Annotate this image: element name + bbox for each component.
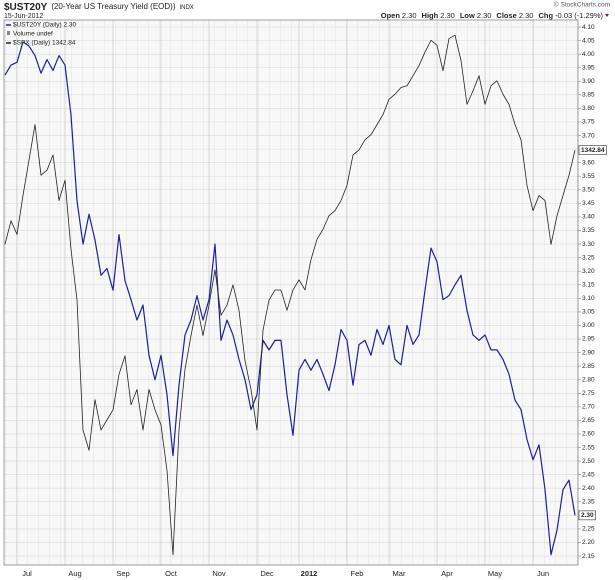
y-tick-label: 3.45 bbox=[582, 200, 595, 207]
y-tick-label: 3.70 bbox=[582, 132, 595, 139]
quote-label: Close bbox=[496, 11, 516, 20]
quote-label: Chg bbox=[538, 11, 553, 20]
quote: Open 2.30 High 2.30 Low 2.30 Close 2.30 Chg -0.03… bbox=[381, 11, 604, 20]
y-tick-label: 2.45 bbox=[582, 471, 595, 478]
y-tick-label: 3.95 bbox=[582, 64, 595, 71]
down-arrow bbox=[605, 14, 609, 17]
y-tick-label: 3.50 bbox=[582, 187, 595, 194]
quote-value: 2.30 bbox=[440, 11, 455, 20]
y-tick-label: 2.40 bbox=[582, 485, 595, 492]
x-tick-label: Feb bbox=[351, 569, 364, 578]
copyright: © StockCharts.com bbox=[554, 1, 610, 9]
x-tick-label: May bbox=[488, 569, 502, 578]
quote-value: 2.30 bbox=[402, 11, 417, 20]
y-tick-label: 3.20 bbox=[582, 268, 595, 275]
y-tick-label: 3.30 bbox=[582, 241, 595, 248]
y-tick-label: 2.95 bbox=[582, 336, 595, 343]
y-tick-label: 2.70 bbox=[582, 404, 595, 411]
quote-label: Low bbox=[460, 11, 475, 20]
y-tick-label: 4.10 bbox=[582, 24, 595, 31]
y-tick-label: 3.60 bbox=[582, 159, 595, 166]
title: (20-Year US Treasury Yield (EOD)) bbox=[51, 2, 176, 11]
y-tick-label: 3.80 bbox=[582, 105, 595, 112]
y-tick-label: 3.90 bbox=[582, 78, 595, 85]
quote-value: 2.30 bbox=[519, 11, 534, 20]
y-tick-label: 3.75 bbox=[582, 119, 595, 126]
y-tick-label: 3.15 bbox=[582, 281, 595, 288]
y-tick-label: 2.60 bbox=[582, 431, 595, 438]
quote-label: Open bbox=[381, 11, 401, 20]
x-tick-label: Dec bbox=[260, 569, 274, 578]
y-tick-label: 2.85 bbox=[582, 363, 595, 370]
quote-value: -0.03 (-1.29%) bbox=[555, 11, 603, 20]
y-tick-label: 3.10 bbox=[582, 295, 595, 302]
y-tick-label: 2.75 bbox=[582, 390, 595, 397]
series-line bbox=[4, 41, 576, 556]
x-tick-label: Aug bbox=[68, 569, 81, 578]
date: 15-Jun-2012 bbox=[4, 13, 43, 20]
y-tick-label: 2.65 bbox=[582, 417, 595, 424]
legend-label: Volume undef bbox=[13, 31, 53, 38]
y-tick-label: 2.55 bbox=[582, 444, 595, 451]
x-tick-label: Oct bbox=[165, 569, 178, 578]
exchange: INDX bbox=[179, 5, 193, 11]
plot-frame bbox=[3, 19, 579, 566]
quote-value: 2.30 bbox=[477, 11, 492, 20]
legend-label: $UST20Y (Daily) 2.30 bbox=[13, 22, 76, 29]
header-title: $UST20Y (20-Year US Treasury Yield (EOD)… bbox=[4, 2, 194, 13]
y-tick-label: 4.05 bbox=[582, 37, 595, 44]
y-tick-label: 4.00 bbox=[582, 51, 595, 58]
symbol: $UST20Y bbox=[4, 2, 48, 13]
last-value-box bbox=[578, 145, 607, 155]
y-tick-label: 3.35 bbox=[582, 227, 595, 234]
y-tick-label: 2.15 bbox=[582, 553, 595, 560]
y-tick-label: 3.85 bbox=[582, 92, 595, 99]
x-tick-label: 2012 bbox=[301, 569, 318, 578]
x-tick-label: Sep bbox=[116, 569, 129, 578]
y-tick-label: 2.90 bbox=[582, 349, 595, 356]
y-tick-label: 3.55 bbox=[582, 173, 595, 180]
x-tick-label: Jun bbox=[537, 569, 549, 578]
x-tick-label: Nov bbox=[212, 569, 226, 578]
x-tick-label: Jul bbox=[22, 569, 32, 578]
x-tick-label: Mar bbox=[393, 569, 406, 578]
series-line bbox=[4, 34, 576, 556]
y-tick-label: 2.50 bbox=[582, 458, 595, 465]
y-tick-label: 3.00 bbox=[582, 322, 595, 329]
y-tick-label: 3.05 bbox=[582, 309, 595, 316]
last-value-label: 2.30 bbox=[581, 512, 594, 519]
x-tick-label: Apr bbox=[441, 569, 453, 578]
quote-label: High bbox=[422, 11, 439, 20]
last-value-label: 1342.84 bbox=[581, 147, 605, 154]
y-tick-label: 2.35 bbox=[582, 499, 595, 506]
y-tick-label: 2.80 bbox=[582, 376, 595, 383]
week-grid bbox=[4, 20, 578, 565]
y-tick-label: 3.25 bbox=[582, 254, 595, 261]
legend-label: $SPX (Daily) 1342.84 bbox=[13, 40, 76, 47]
last-value-box bbox=[578, 510, 596, 521]
y-tick-label: 3.40 bbox=[582, 214, 595, 221]
legend-swatch bbox=[7, 31, 10, 35]
y-tick-label: 2.25 bbox=[582, 526, 595, 533]
y-tick-label: 2.20 bbox=[582, 539, 595, 546]
